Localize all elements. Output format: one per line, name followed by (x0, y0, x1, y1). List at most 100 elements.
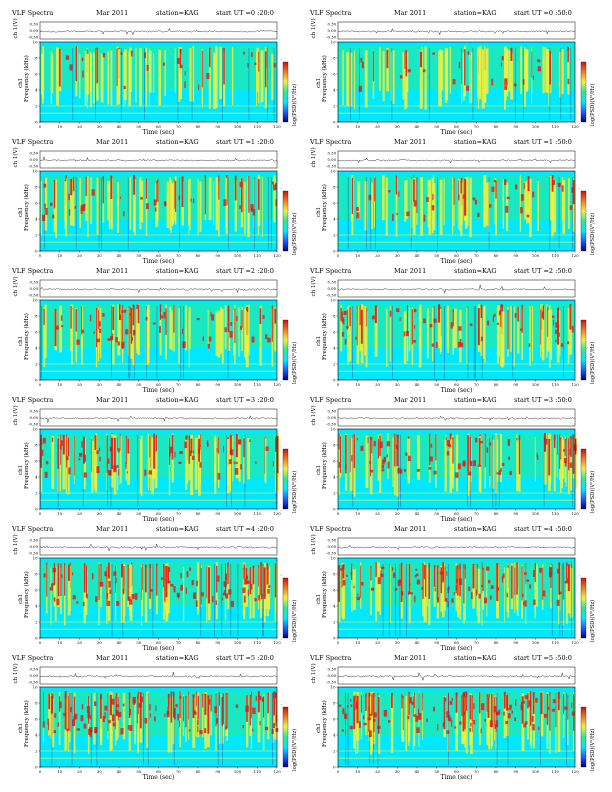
freq-tick-label: 10 (331, 297, 336, 302)
waveform-frame (337, 150, 576, 169)
time-tick-label: 0 (337, 511, 340, 516)
time-tick-label: 110 (552, 382, 560, 387)
time-tick-label: 30 (395, 769, 400, 774)
time-tick-label: 50 (136, 382, 141, 387)
freq-ch-label: ch1 (316, 465, 322, 475)
freq-tick-label: 6 (333, 716, 336, 721)
time-tick-label: 20 (77, 253, 82, 258)
freq-tick-label: 0 (333, 248, 336, 253)
time-tick-label: 100 (532, 511, 540, 516)
time-tick-label: 90 (215, 640, 220, 645)
waveform-tick-label: -0.30 (326, 293, 336, 298)
waveform-ylabel: ch 1(V) (12, 276, 19, 296)
spectrogram-panel: VLF Spectra Mar 2011 station=KAG start UT =… (309, 9, 596, 136)
waveform-ylabel: ch 1(V) (12, 405, 19, 425)
time-tick-label: 60 (156, 769, 161, 774)
freq-tick-label: 8 (333, 184, 336, 189)
waveform-ylabel: ch 1(V) (12, 534, 19, 554)
time-tick-label: 100 (234, 253, 242, 258)
waveform-trace (39, 543, 278, 552)
time-tick-label: 100 (234, 511, 242, 516)
time-tick-label: 60 (156, 253, 161, 258)
colorbar-tick-top: - (281, 186, 283, 191)
freq-ch-label: ch1 (18, 336, 24, 346)
panel-date: Mar 2011 (394, 138, 426, 146)
freq-tick-label: 6 (35, 587, 38, 592)
time-tick-label: 120 (273, 640, 281, 645)
freq-tick-label: 4 (333, 216, 336, 221)
waveform-tick-label: 0.00 (328, 28, 337, 33)
spectrogram-image (338, 42, 575, 122)
time-tick-label: 60 (156, 382, 161, 387)
panel-date: Mar 2011 (96, 525, 128, 533)
time-tick-label: 20 (375, 511, 380, 516)
time-tick-label: 90 (513, 253, 518, 258)
freq-ylabel: Frequency (kHz) (321, 313, 328, 360)
time-tick-label: 50 (434, 253, 439, 258)
time-tick-label: 120 (273, 769, 281, 774)
time-tick-label: 10 (355, 253, 360, 258)
time-xlabel: Time (sec) (143, 774, 175, 781)
freq-tick-label: 2 (35, 103, 38, 108)
time-tick-label: 120 (571, 640, 579, 645)
panel-title: VLF Spectra (309, 396, 351, 404)
freq-tick-label: 10 (33, 684, 38, 689)
time-tick-label: 80 (196, 124, 201, 129)
time-tick-label: 30 (97, 640, 102, 645)
time-tick-label: 20 (375, 253, 380, 258)
freq-tick-label: 8 (35, 700, 38, 705)
waveform-tick-label: -0.30 (326, 680, 336, 685)
waveform-tick-label: 0.00 (30, 157, 39, 162)
freq-ch-label: ch1 (316, 723, 322, 733)
colorbar (282, 577, 289, 639)
time-tick-label: 80 (196, 253, 201, 258)
time-tick-label: 50 (136, 769, 141, 774)
freq-ylabel: Frequency (kHz) (321, 442, 328, 489)
waveform-tick-label: 0.30 (30, 409, 39, 414)
waveform-trace (337, 157, 576, 164)
freq-tick-label: 2 (333, 490, 336, 495)
freq-tick-label: 6 (333, 71, 336, 76)
time-tick-label: 60 (454, 124, 459, 129)
freq-ch-label: ch1 (316, 207, 322, 217)
panel-station: station=KAG (454, 654, 497, 662)
freq-ylabel: Frequency (kHz) (321, 571, 328, 618)
freq-tick-label: 2 (333, 748, 336, 753)
freq-tick-label: 6 (35, 71, 38, 76)
time-xlabel: Time (sec) (441, 129, 473, 136)
time-tick-label: 100 (234, 124, 242, 129)
time-tick-label: 20 (77, 124, 82, 129)
panel-title: VLF Spectra (11, 9, 53, 17)
waveform-tick-label: 0.00 (30, 415, 39, 420)
colorbar-tick-bottom: - (281, 379, 283, 384)
time-tick-label: 0 (337, 124, 340, 129)
time-tick-label: 100 (234, 382, 242, 387)
time-tick-label: 20 (77, 382, 82, 387)
time-tick-label: 0 (337, 382, 340, 387)
time-tick-label: 70 (474, 769, 479, 774)
time-tick-label: 80 (494, 382, 499, 387)
panel-date: Mar 2011 (96, 267, 128, 275)
time-tick-label: 20 (375, 769, 380, 774)
waveform-frame (39, 150, 278, 169)
freq-tick-label: 2 (35, 232, 38, 237)
panel-start-ut: start UT =5 :20:0 (216, 654, 274, 662)
time-tick-label: 120 (273, 124, 281, 129)
time-xlabel: Time (sec) (143, 387, 175, 394)
freq-tick-label: 2 (333, 232, 336, 237)
colorbar-tick-top: - (579, 702, 581, 707)
freq-ylabel: Frequency (kHz) (23, 700, 30, 747)
freq-ch-label: ch1 (316, 336, 322, 346)
time-tick-label: 80 (494, 511, 499, 516)
time-tick-label: 0 (39, 640, 42, 645)
time-tick-label: 40 (117, 640, 122, 645)
time-tick-label: 30 (97, 253, 102, 258)
panel-date: Mar 2011 (394, 654, 426, 662)
time-tick-label: 0 (39, 253, 42, 258)
waveform-tick-label: 0.30 (328, 667, 337, 672)
waveform-frame (39, 408, 278, 427)
freq-tick-label: 8 (333, 700, 336, 705)
time-tick-label: 20 (77, 769, 82, 774)
time-tick-label: 50 (136, 640, 141, 645)
